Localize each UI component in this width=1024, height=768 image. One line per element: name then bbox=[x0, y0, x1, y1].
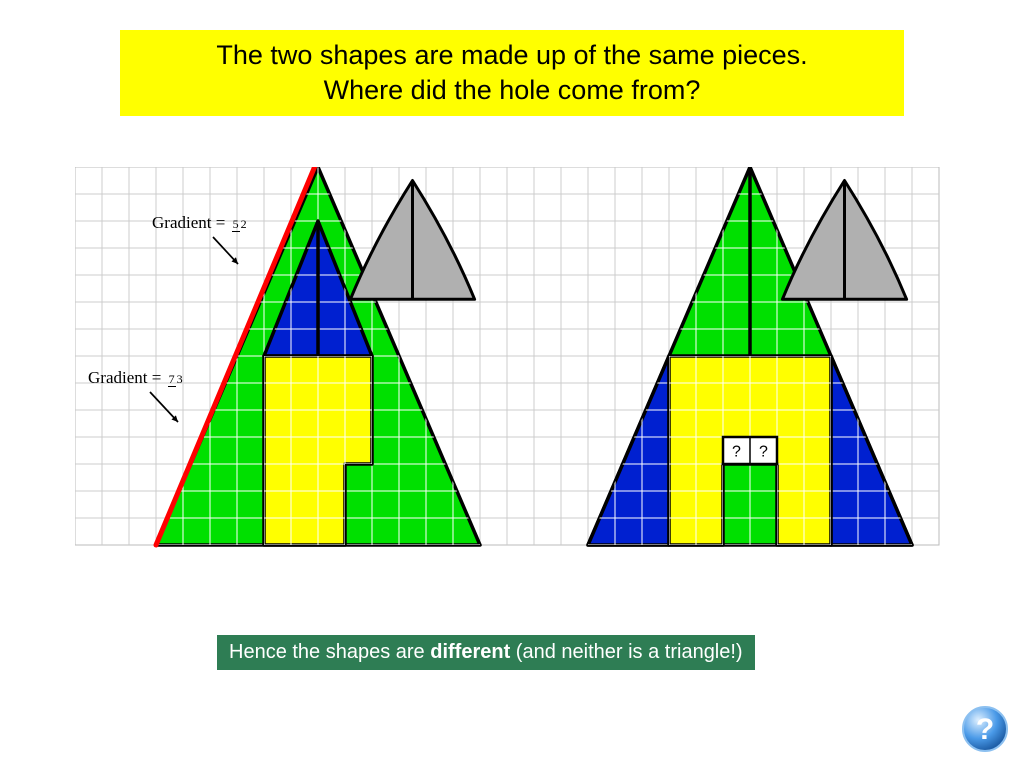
conclusion-prefix: Hence the shapes are bbox=[229, 641, 430, 663]
gradient-upper-label: Gradient = 52 bbox=[152, 213, 248, 233]
conclusion-suffix: (and neither is a triangle!) bbox=[510, 641, 742, 663]
svg-text:?: ? bbox=[732, 443, 741, 460]
title-line-2: Where did the hole come from? bbox=[324, 75, 701, 105]
gradient-lower-label: Gradient = 73 bbox=[88, 368, 184, 388]
help-icon[interactable]: ? bbox=[961, 705, 1009, 753]
title-line-1: The two shapes are made up of the same p… bbox=[216, 40, 807, 70]
svg-text:?: ? bbox=[759, 443, 768, 460]
conclusion-bold: different bbox=[430, 641, 510, 663]
conclusion-banner: Hence the shapes are different (and neit… bbox=[217, 635, 755, 670]
help-mark: ? bbox=[976, 713, 994, 746]
title-banner: The two shapes are made up of the same p… bbox=[120, 30, 904, 116]
